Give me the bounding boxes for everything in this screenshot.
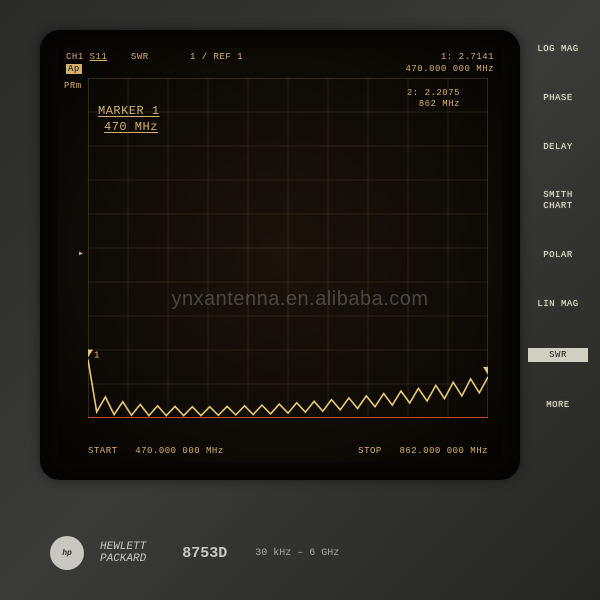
brand-top: HEWLETT <box>100 541 146 553</box>
left-column-labels: PRm <box>64 80 82 93</box>
ref-arrow-icon: ▸ <box>78 248 85 260</box>
ap-indicator: Ap <box>66 64 82 74</box>
stop-value: 862.000 000 MHz <box>399 446 488 456</box>
plot-grid <box>88 78 488 418</box>
marker-triangle-icon <box>483 367 488 375</box>
instrument-bezel: CH1 S11 SWR 1 / REF 1 1: 2.7141 Ap 470.0… <box>0 0 600 600</box>
softkey-log-mag[interactable]: LOG MAG <box>528 44 588 55</box>
model-number: 8753D <box>182 545 227 562</box>
marker1-freq: 470.000 000 MHz <box>405 64 494 74</box>
scale-label: 1 / REF 1 <box>190 52 243 62</box>
footer-row: START 470.000 000 MHz STOP 862.000 000 M… <box>88 446 488 456</box>
marker-triangle-icon <box>88 350 93 358</box>
start-label: START <box>88 446 118 456</box>
plot-area: 12 <box>88 78 488 418</box>
header-row-1: CH1 S11 SWR 1 / REF 1 1: 2.7141 <box>66 52 494 62</box>
prm-label: PRm <box>64 80 82 93</box>
softkey-smith-chart[interactable]: SMITHCHART <box>528 190 588 212</box>
header-row-2: Ap 470.000 000 MHz <box>66 64 494 74</box>
brand-text: HEWLETT PACKARD <box>100 541 146 565</box>
softkey-polar[interactable]: POLAR <box>528 250 588 261</box>
hp-logo-icon: hp <box>50 536 84 570</box>
softkey-menu: LOG MAG PHASE DELAY SMITHCHART POLAR LIN MAG S… <box>528 44 588 449</box>
crt-frame: CH1 S11 SWR 1 / REF 1 1: 2.7141 Ap 470.0… <box>40 30 520 480</box>
softkey-phase[interactable]: PHASE <box>528 93 588 104</box>
brand-bottom: PACKARD <box>100 553 146 565</box>
meas-label: S11 <box>90 52 108 62</box>
bezel-label-row: hp HEWLETT PACKARD 8753D 30 kHz – 6 GHz <box>50 536 339 570</box>
start-value: 470.000 000 MHz <box>135 446 224 456</box>
softkey-lin-mag[interactable]: LIN MAG <box>528 299 588 310</box>
marker-number: 1 <box>94 351 100 361</box>
mode-label: SWR <box>131 52 149 62</box>
stop-label: STOP <box>358 446 382 456</box>
marker1-reading: 1: 2.7141 <box>441 52 494 62</box>
softkey-more[interactable]: MORE <box>528 400 588 411</box>
crt-screen: CH1 S11 SWR 1 / REF 1 1: 2.7141 Ap 470.0… <box>58 48 502 462</box>
softkey-swr[interactable]: SWR <box>528 348 588 363</box>
model-range: 30 kHz – 6 GHz <box>255 548 339 559</box>
softkey-delay[interactable]: DELAY <box>528 142 588 153</box>
channel-label: CH1 <box>66 52 84 62</box>
